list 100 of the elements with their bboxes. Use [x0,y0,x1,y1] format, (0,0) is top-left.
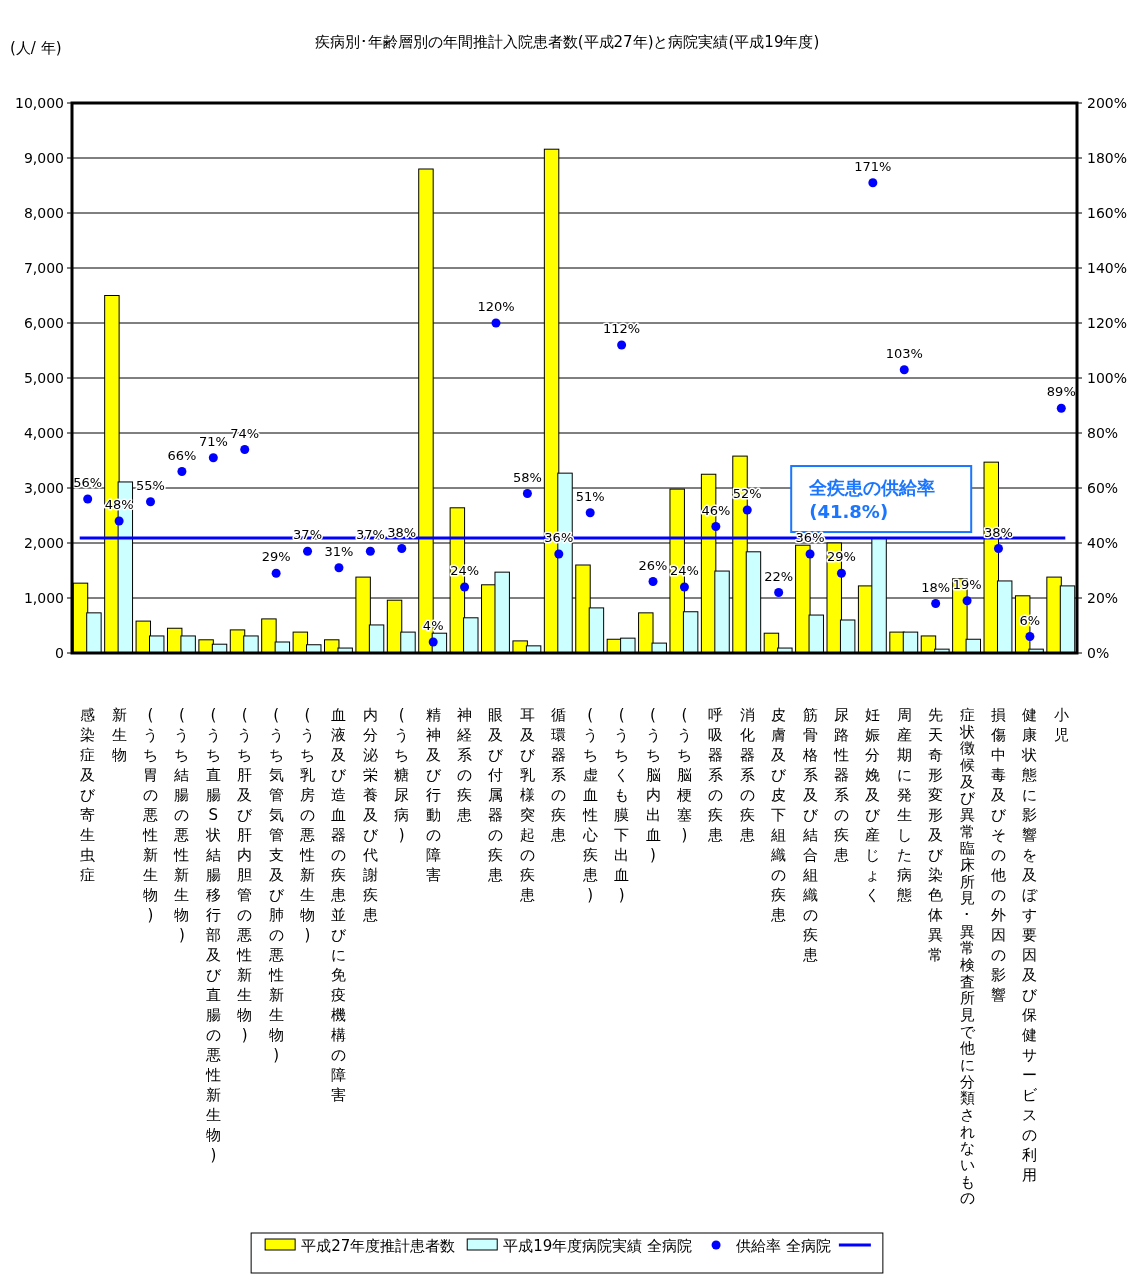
point [271,568,281,578]
category-label: 健康状態に影響を及ぼす要因及び保健サービスの利用 [1022,706,1038,1184]
point [428,637,438,647]
data-label: 31% [324,543,354,559]
data-label: 4% [422,618,444,633]
data-label: 6% [1019,612,1041,628]
point [931,599,941,608]
category-label: (うち気管気管支及び肺の悪性新生物) [268,706,284,1064]
y2-tick-label: 0% [1087,645,1110,661]
category-label: (うち結腸の悪性新生物) [174,706,190,944]
data-label: 19% [952,576,982,592]
x-tick-label: 呼吸器系の疾患 [707,706,724,844]
point [774,588,784,597]
category-label: (うち肝及び肝内胆管の悪性新生物) [237,706,253,1044]
y2-tick-label: 80% [1087,425,1119,441]
data-label: 74% [230,425,260,441]
point [711,522,721,531]
y2-tick-label: 180% [1087,150,1128,166]
y2-tick-label: 140% [1087,260,1128,276]
data-label: 66% [167,447,197,463]
data-label: 29% [261,549,291,565]
point [617,340,627,350]
data-label: 71% [198,433,228,449]
x-tick-label: 循環器系の疾患 [550,706,567,844]
point [460,582,470,592]
category-label: 感染症及び寄生虫症 [80,706,96,884]
category-label: 眼及び付属器の疾患 [488,706,504,884]
y-tick-label: 8,000 [23,205,64,221]
data-label: 89% [1046,384,1076,400]
data-label: 112% [603,321,641,336]
y2-tick-label: 120% [1087,315,1128,331]
y-tick-label: 1,000 [23,590,64,606]
y-tick-label: 2,000 [23,535,64,551]
point [365,546,375,556]
category-label: (うち胃の悪性新生物) [143,706,159,924]
data-label: 55% [136,477,165,493]
point [240,445,250,454]
category-label: 周産期に発生した病態 [896,706,912,904]
data-label: 36% [544,530,574,545]
data-label: 46% [701,502,731,518]
category-label: 血液及び造血器の疾患並びに免疫機構の障害 [331,706,347,1104]
data-label: 51% [575,488,605,504]
point [585,508,595,518]
point [1025,632,1035,641]
data-label: 29% [827,549,856,565]
y2-tick-label: 20% [1087,590,1119,606]
category-label: 損傷中毒及びその他の外因の影響 [990,706,1006,1004]
y-tick-label: 6,000 [23,315,64,331]
point [146,497,156,507]
data-label: 22% [764,568,794,584]
data-label: 56% [73,475,103,490]
data-label: 24% [669,563,699,578]
legend-label: 平成27年度推計患者数 [301,1237,456,1255]
legend-label: 供給率 全病院 [736,1237,831,1255]
data-label: 26% [638,557,668,573]
data-label: 38% [387,524,417,540]
data-label: 58% [512,469,542,485]
x-tick-label: 小児 [1053,706,1069,744]
y-tick-label: 4,000 [23,425,64,441]
point [334,563,344,573]
point [679,582,689,592]
x-tick-label: 神経系の疾患 [456,706,473,824]
point [208,453,218,463]
y2-tick-label: 200% [1087,95,1128,111]
y2-tick-label: 160% [1087,205,1128,221]
point [1056,403,1066,413]
point [177,467,187,476]
category-label: (うち乳房の悪性新生物) [300,706,316,944]
point [491,318,501,328]
data-label: 120% [477,299,515,314]
category-label: 内分泌栄養及び代謝疾患 [362,706,378,924]
y2-tick-label: 40% [1087,535,1119,551]
category-label: 皮膚及び皮下組織の疾患 [771,706,787,924]
y-tick-label: 3,000 [23,480,64,496]
point [868,178,878,188]
point [899,365,909,375]
x-tick-label: (うち糖尿病) [394,706,410,844]
category-label: 先天奇形変形及び染色体異常 [928,706,944,964]
data-label: 38% [984,524,1013,540]
x-tick-label: (うち脳内出血) [645,706,661,864]
data-label: 48% [104,497,134,512]
y-tick-label: 10,000 [15,95,64,111]
legend-label: 平成19年度病院実績 全病院 [503,1237,693,1255]
category-label: (うち直腸S状結腸移行部及び直腸の悪性新生物) [205,706,221,1164]
data-label: 18% [921,579,951,595]
y2-tick-label: 60% [1087,480,1119,496]
chart-title: 疾病別･年齢層別の年間推計入院患者数(平成27年)と病院実績(平成19年度) [314,33,820,51]
y-tick-label: 7,000 [23,260,64,276]
data-label: 52% [732,486,762,501]
data-label: 103% [885,345,923,361]
x-tick-label: 尿路性器系の疾患 [832,706,849,864]
category-label: 耳及び乳様突起の疾患 [519,706,535,904]
category-label: 妊娠分娩及び産じょく [865,706,881,904]
point [962,596,972,606]
point [554,549,564,559]
point [742,505,752,515]
x-tick-label: 新生物 [111,706,127,764]
point [993,544,1003,553]
y2-tick-label: 100% [1087,370,1128,386]
point [114,516,124,526]
